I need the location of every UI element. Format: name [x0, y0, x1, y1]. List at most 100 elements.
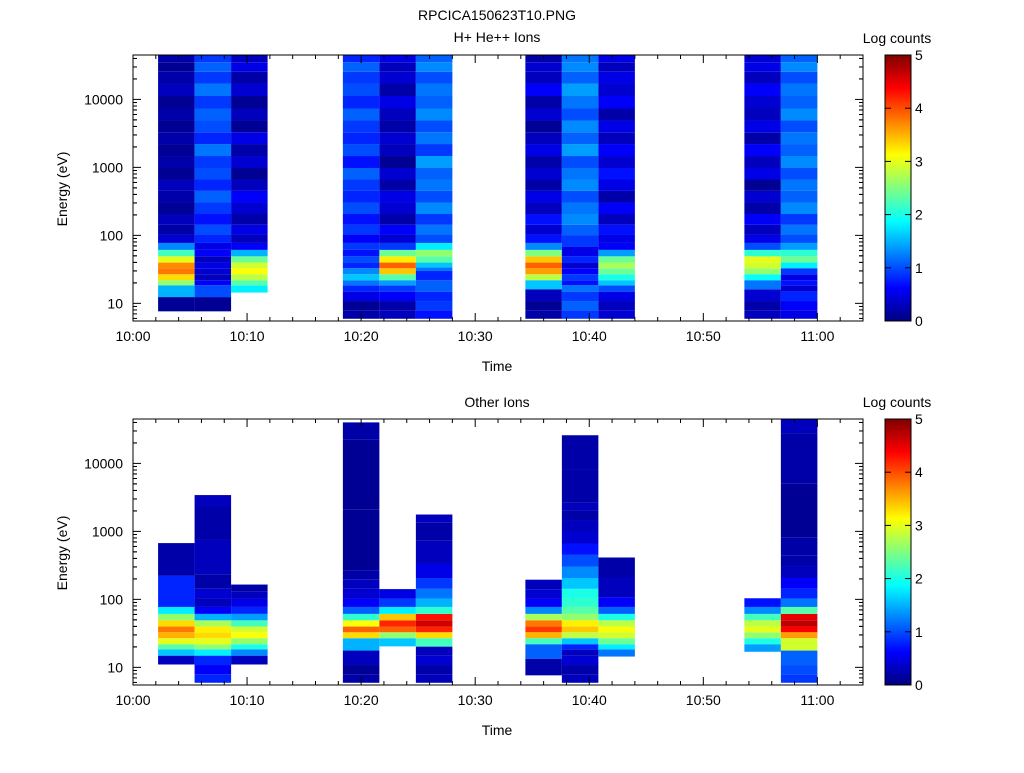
energy-bin-cell: [598, 577, 635, 598]
energy-bin-cell: [158, 644, 195, 650]
colorbar-tick-label: 2: [915, 207, 923, 223]
energy-bin-cell: [780, 108, 818, 121]
y-tick-label: 10: [107, 295, 123, 311]
energy-bin-cell: [342, 242, 380, 250]
energy-bin-cell: [158, 649, 195, 656]
energy-bin-cell: [415, 95, 453, 109]
energy-bin-cell: [415, 588, 453, 599]
energy-bin-cell: [379, 62, 416, 72]
energy-bin-cell: [194, 598, 232, 607]
energy-bin-cell: [744, 256, 781, 263]
energy-bin-cell: [598, 224, 635, 235]
x-tick-label: 11:00: [800, 692, 834, 708]
energy-bin-cell: [342, 509, 380, 571]
energy-bin-cell: [598, 557, 635, 578]
energy-bin-cell: [561, 606, 599, 614]
colorbar-tick-label: 0: [915, 313, 923, 329]
energy-bin-cell: [194, 280, 232, 286]
energy-bin-cell: [744, 626, 781, 633]
energy-bin-cell: [525, 658, 562, 676]
energy-bin-cell: [525, 262, 562, 269]
energy-bin-cell: [780, 537, 818, 556]
energy-bin-cell: [525, 268, 562, 275]
energy-bin-cell: [158, 297, 195, 312]
energy-bin-cell: [194, 55, 232, 63]
energy-bin-cell: [415, 190, 453, 203]
energy-bin-cell: [598, 262, 635, 269]
energy-bin-cell: [780, 274, 818, 281]
energy-bin-cell: [561, 598, 599, 607]
energy-bin-cell: [780, 419, 818, 434]
energy-bin-cell: [744, 62, 781, 72]
energy-bin-cell: [744, 249, 781, 257]
energy-bin-cell: [194, 268, 232, 275]
energy-bin-cell: [342, 144, 380, 157]
energy-bin-cell: [158, 606, 195, 614]
energy-bin-cell: [598, 638, 635, 645]
energy-bin-cell: [598, 95, 635, 109]
energy-bin-cell: [744, 224, 781, 235]
energy-bin-cell: [780, 202, 818, 215]
energy-bin-cell: [561, 268, 599, 275]
energy-bin-cell: [561, 613, 599, 621]
energy-bin-cell: [231, 632, 268, 639]
energy-bin-cell: [342, 83, 380, 96]
energy-bin-cell: [525, 120, 562, 133]
energy-bin-cell: [561, 224, 599, 236]
energy-bin-cell: [525, 214, 562, 225]
energy-bin-cell: [342, 665, 380, 675]
energy-bin-cell: [158, 575, 195, 607]
energy-bin-cell: [744, 55, 781, 63]
energy-bin-cell: [342, 274, 380, 281]
energy-bin-cell: [780, 483, 818, 538]
energy-bin-cell: [342, 632, 380, 639]
energy-bin-cell: [415, 242, 453, 250]
y-tick-label: 1000: [92, 159, 123, 175]
energy-bin-cell: [744, 632, 781, 639]
energy-bin-cell: [561, 435, 599, 470]
energy-bin-cell: [744, 156, 781, 168]
energy-bin-cell: [744, 167, 781, 180]
energy-bin-cell: [231, 71, 268, 84]
energy-bin-cell: [744, 83, 781, 96]
energy-bin-cell: [561, 235, 599, 247]
energy-bin-cell: [231, 598, 268, 607]
energy-bin-cell: [598, 249, 635, 257]
energy-bin-cell: [525, 83, 562, 96]
energy-bin-cell: [598, 649, 635, 657]
energy-bin-cell: [158, 613, 195, 621]
energy-bin-cell: [561, 83, 599, 96]
energy-bin-cell: [158, 132, 195, 145]
energy-bin-cell: [158, 202, 195, 215]
energy-bin-cell: [561, 554, 599, 567]
energy-bin-cell: [525, 202, 562, 215]
energy-bin-cell: [525, 242, 562, 250]
energy-bin-cell: [780, 179, 818, 191]
energy-bin-cell: [525, 108, 562, 121]
energy-bin-cell: [342, 285, 380, 292]
y-tick-label: 10: [107, 659, 123, 675]
energy-bin-cell: [561, 566, 599, 579]
energy-bin-cell: [744, 598, 781, 607]
energy-bin-cell: [780, 632, 818, 639]
energy-bin-cell: [194, 95, 232, 109]
energy-bin-cell: [744, 120, 781, 133]
energy-bin-cell: [525, 606, 562, 614]
energy-bin-cell: [158, 655, 195, 665]
energy-bin-cell: [561, 190, 599, 203]
energy-bin-cell: [194, 242, 232, 250]
energy-bin-cell: [231, 132, 268, 145]
energy-bin-cell: [598, 190, 635, 203]
energy-bin-cell: [379, 144, 416, 157]
energy-bin-cell: [194, 620, 232, 627]
energy-bin-cell: [598, 291, 635, 302]
energy-bin-cell: [525, 132, 562, 145]
energy-bin-cell: [415, 83, 453, 96]
energy-bin-cell: [194, 606, 232, 614]
energy-bin-cell: [744, 132, 781, 145]
energy-bin-cell: [194, 632, 232, 639]
energy-bin-cell: [780, 214, 818, 225]
energy-bin-cell: [342, 588, 380, 599]
energy-bin-cell: [379, 120, 416, 133]
